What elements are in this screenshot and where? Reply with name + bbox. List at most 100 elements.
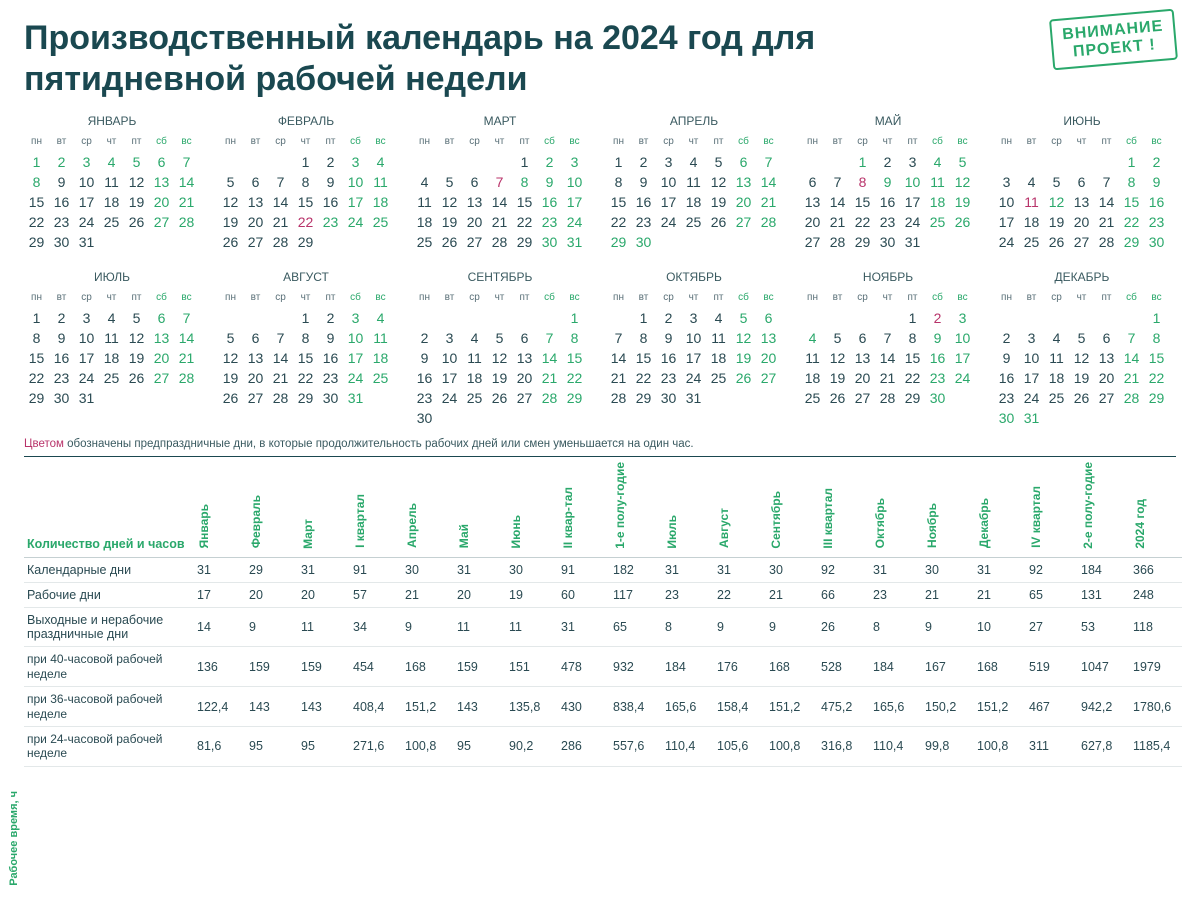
summary-cell: 135,8 — [506, 687, 558, 727]
calendar-day: 11 — [412, 192, 437, 212]
calendar-day: 12 — [825, 348, 850, 368]
summary-cell: 117 — [610, 583, 662, 608]
calendar-day: 31 — [343, 388, 368, 408]
calendar-day: 10 — [343, 328, 368, 348]
calendar-day: 8 — [1144, 328, 1169, 348]
summary-cell: 91 — [350, 558, 402, 583]
calendar-day: 26 — [825, 388, 850, 408]
weekday-label: чт — [487, 132, 512, 152]
weekday-label: вс — [950, 132, 975, 152]
calendar-day: 4 — [462, 328, 487, 348]
calendar-day: 7 — [487, 172, 512, 192]
calendar-week: 567891011 — [218, 172, 394, 192]
calendar-week: 567891011 — [218, 328, 394, 348]
calendar-week: 1234567 — [24, 308, 200, 328]
calendar-day: 9 — [994, 348, 1019, 368]
summary-cell: 557,6 — [610, 726, 662, 766]
summary-cell: 21 — [922, 583, 974, 608]
calendar-day: 11 — [368, 172, 393, 192]
summary-cell: 9 — [714, 608, 766, 647]
summary-column-header: Июль — [662, 457, 714, 558]
summary-row: при 40-часовой рабочей неделе13615915945… — [24, 647, 1182, 687]
calendar-day: 25 — [99, 212, 124, 232]
calendar-day: 24 — [950, 368, 975, 388]
summary-cell: 311 — [1026, 726, 1078, 766]
summary-cell: 10 — [974, 608, 1026, 647]
calendar-day: 4 — [99, 152, 124, 172]
calendar-day: 14 — [268, 348, 293, 368]
weekday-label: пн — [24, 132, 49, 152]
calendar-day: 24 — [437, 388, 462, 408]
weekday-header: пнвтсрчтптсбвс — [24, 288, 200, 308]
note-text: обозначены предпраздничные дни, в которы… — [64, 438, 694, 450]
calendar-day: 26 — [437, 232, 462, 252]
weekday-label: сб — [537, 132, 562, 152]
calendar-day: 14 — [537, 348, 562, 368]
calendar-day: 20 — [149, 192, 174, 212]
summary-cell: 184 — [1078, 558, 1130, 583]
calendar-day: 11 — [681, 172, 706, 192]
weekday-label: вс — [1144, 288, 1169, 308]
weekday-label: пт — [1094, 288, 1119, 308]
calendar-day: 15 — [1144, 348, 1169, 368]
calendar-day: 11 — [1019, 192, 1044, 212]
weekday-label: вс — [1144, 132, 1169, 152]
summary-cell: 20 — [454, 583, 506, 608]
calendar-day: 17 — [74, 348, 99, 368]
calendar-day: 2 — [1144, 152, 1169, 172]
weekday-label: пт — [512, 288, 537, 308]
calendar-day: 12 — [1069, 348, 1094, 368]
month: ИЮНЬпнвтсрчтптсбвс0000012345678910111213… — [994, 114, 1170, 252]
weekday-label: сб — [925, 132, 950, 152]
summary-cell: 30 — [922, 558, 974, 583]
calendar-day: 31 — [74, 232, 99, 252]
calendar-day: 3 — [1019, 328, 1044, 348]
calendar-day: 28 — [756, 212, 781, 232]
month: ИЮЛЬпнвтсрчтптсбвс1234567891011121314151… — [24, 270, 200, 428]
calendar-day: 6 — [756, 308, 781, 328]
month-name: МАРТ — [412, 114, 588, 128]
calendar-day: 1 — [293, 152, 318, 172]
weekday-label: сб — [149, 132, 174, 152]
calendar-day: 19 — [950, 192, 975, 212]
calendar-day: 18 — [1019, 212, 1044, 232]
summary-cell: 29 — [246, 558, 298, 583]
month: НОЯБРЬпнвтсрчтптсбвс00001234567891011121… — [800, 270, 976, 428]
calendar-day: 2 — [925, 308, 950, 328]
summary-column-label: Апрель — [405, 503, 419, 548]
calendar-day: 15 — [850, 192, 875, 212]
calendar-day: 21 — [268, 368, 293, 388]
calendar-week: 891011121314 — [24, 328, 200, 348]
calendar-day: 1 — [1144, 308, 1169, 328]
summary-row-label: при 40-часовой рабочей неделе — [24, 647, 194, 687]
calendar-day: 29 — [1119, 232, 1144, 252]
calendar-day: 27 — [243, 388, 268, 408]
calendar-day: 18 — [925, 192, 950, 212]
calendar-day: 21 — [606, 368, 631, 388]
calendar-day: 25 — [368, 368, 393, 388]
calendar-day: 28 — [875, 388, 900, 408]
month-name: СЕНТЯБРЬ — [412, 270, 588, 284]
summary-cell: 9 — [402, 608, 454, 647]
calendar-day: 7 — [606, 328, 631, 348]
calendar-day: 19 — [218, 212, 243, 232]
summary-cell: 66 — [818, 583, 870, 608]
calendar-day: 5 — [1069, 328, 1094, 348]
weekday-label: пт — [900, 288, 925, 308]
calendar-day: 15 — [562, 348, 587, 368]
calendar-day: 2 — [49, 308, 74, 328]
calendar-day: 12 — [218, 348, 243, 368]
calendar-day: 7 — [1119, 328, 1144, 348]
calendar-day: 7 — [825, 172, 850, 192]
calendar-day: 10 — [562, 172, 587, 192]
summary-cell: 100,8 — [402, 726, 454, 766]
calendar-day: 17 — [437, 368, 462, 388]
summary-cell: 105,6 — [714, 726, 766, 766]
calendar-day: 31 — [900, 232, 925, 252]
calendar-day: 15 — [900, 348, 925, 368]
calendar-day: 1 — [631, 308, 656, 328]
calendar-day: 5 — [124, 308, 149, 328]
summary-column-header: IV квартал — [1026, 457, 1078, 558]
summary-column-label: Март — [301, 519, 315, 549]
calendar-day: 1 — [24, 308, 49, 328]
